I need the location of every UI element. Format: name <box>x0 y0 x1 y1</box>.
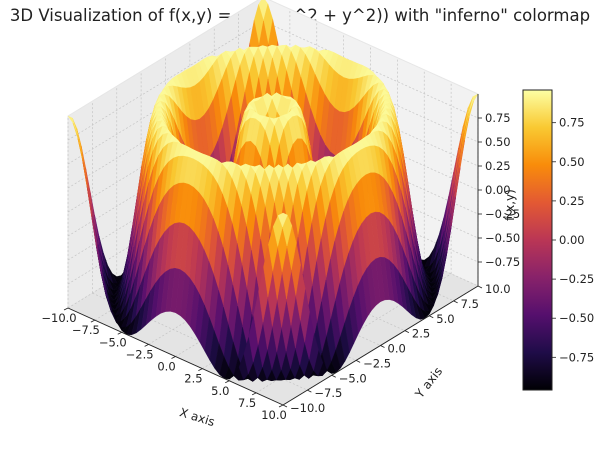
x-tick-mark <box>225 380 230 384</box>
colorbar-tick-label: −0.75 <box>559 350 594 364</box>
z-tick-label: −0.75 <box>485 255 520 269</box>
colorbar-tick-label: −0.25 <box>559 272 594 286</box>
x-tick-label: 7.5 <box>238 396 256 410</box>
y-tick-mark <box>429 315 434 319</box>
y-tick-mark <box>380 345 385 348</box>
colorbar <box>522 89 553 391</box>
tick-labels: −10.0−7.5−5.0−2.50.02.55.07.510.0 −10.0−7… <box>41 111 520 422</box>
x-tick-label: 0.0 <box>157 360 175 374</box>
z-axis-label: f(x,y) <box>503 189 517 221</box>
y-tick-label: 2.5 <box>412 327 430 341</box>
x-tick-mark <box>63 307 69 311</box>
y-tick-label: 10.0 <box>485 282 511 296</box>
y-tick-mark <box>453 300 458 304</box>
x-tick-label: −2.5 <box>126 347 154 361</box>
x-tick-label: −7.5 <box>72 323 100 337</box>
x-tick-mark <box>198 368 203 371</box>
colorbar-tick-label: −0.50 <box>559 311 594 325</box>
y-tick-mark <box>355 360 361 363</box>
z-tick-label: 0.25 <box>485 159 511 173</box>
x-tick-label: 2.5 <box>184 372 202 386</box>
colorbar-ticks: −0.75 −0.50 −0.25 0.00 0.25 0.50 0.75 <box>552 116 594 364</box>
colorbar-tick-label: 0.75 <box>559 116 585 130</box>
z-tick-label: 0.75 <box>485 111 511 125</box>
y-tick-mark <box>477 285 483 289</box>
x-tick-mark <box>117 331 122 335</box>
surface-mesh <box>67 0 479 382</box>
colorbar-tick-label: 0.25 <box>559 194 585 208</box>
y-tick-label: 5.0 <box>436 312 454 326</box>
x-tick-mark <box>278 404 284 408</box>
z-tick-label: −0.25 <box>485 207 520 221</box>
x-tick-mark <box>90 319 96 323</box>
z-tick-label: 0.00 <box>485 183 511 197</box>
y-tick-label: 7.5 <box>461 297 479 311</box>
colorbar-tick-label: 0.00 <box>559 233 585 247</box>
colorbar-tick-label: 0.50 <box>559 155 585 169</box>
x-tick-label: 10.0 <box>261 408 287 422</box>
z-tick-label: 0.50 <box>485 135 511 149</box>
x-tick-mark <box>251 392 257 396</box>
x-tick-label: −5.0 <box>99 335 127 349</box>
y-tick-label: −10.0 <box>290 401 325 415</box>
y-axis-label: Y axis <box>412 364 445 401</box>
x-axis-label: X axis <box>178 405 217 429</box>
surface-facet <box>277 212 288 228</box>
y-tick-mark <box>307 389 312 393</box>
wall-grid-z <box>262 20 479 119</box>
y-tick-label: 0.0 <box>388 342 406 356</box>
y-tick-mark <box>404 330 410 333</box>
x-tick-label: −10.0 <box>41 311 76 325</box>
y-tick-mark <box>331 374 336 378</box>
x-tick-mark <box>144 344 149 347</box>
y-tick-mark <box>282 404 288 408</box>
y-tick-label: −5.0 <box>339 371 367 385</box>
x-tick-label: 5.0 <box>211 384 229 398</box>
x-tick-mark <box>171 356 176 359</box>
y-tick-label: −2.5 <box>363 356 391 370</box>
y-tick-label: −7.5 <box>314 386 342 400</box>
z-tick-label: −0.50 <box>485 231 520 245</box>
